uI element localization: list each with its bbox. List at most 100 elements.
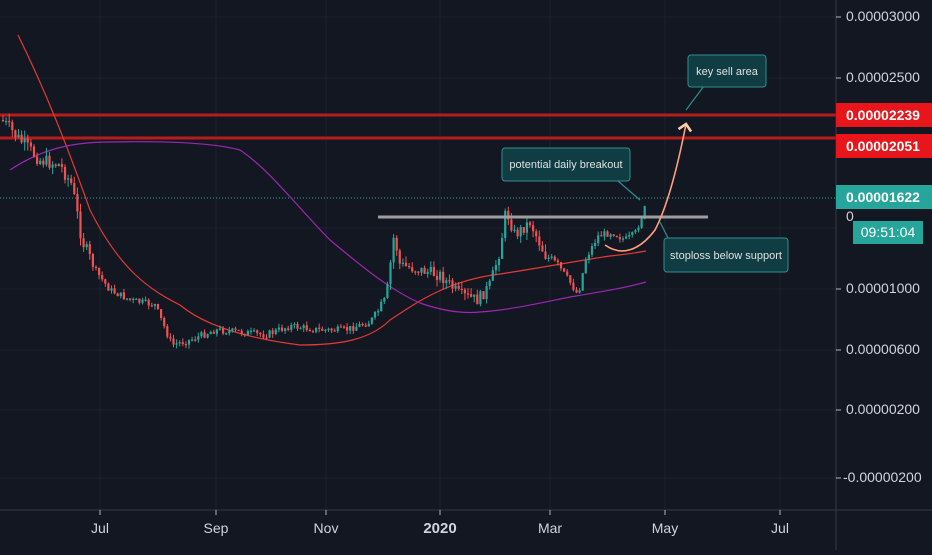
candle-186 [578, 290, 581, 293]
candle-48 [150, 305, 153, 307]
candle-68 [212, 331, 215, 334]
candle-26 [82, 238, 85, 248]
candle-84 [262, 334, 265, 338]
candle-75 [234, 328, 237, 330]
candle-19 [60, 164, 63, 167]
price-label-resistance-2 [836, 134, 932, 158]
candle-17 [54, 164, 57, 167]
candle-190 [590, 245, 594, 255]
price-label-resistance-1 [836, 103, 932, 127]
candle-104 [324, 329, 327, 331]
candle-132 [411, 267, 414, 272]
candle-134 [417, 271, 420, 273]
candle-205 [637, 227, 640, 231]
candle-169 [525, 222, 528, 233]
candle-69 [215, 329, 218, 334]
y-tick-label: 0.00001000 [846, 280, 920, 296]
candle-70 [218, 328, 222, 330]
candle-14 [45, 155, 48, 165]
candle-106 [330, 328, 333, 331]
candle-158 [491, 270, 494, 281]
candle-125 [389, 262, 392, 284]
candle-121 [377, 311, 380, 313]
candle-160 [497, 258, 501, 266]
price-label-text: 0.00001622 [846, 189, 920, 205]
countdown-text: 09:51:04 [861, 224, 916, 240]
annotation-stoploss[interactable]: stoploss below support [659, 221, 789, 273]
time-axis[interactable]: Jul Sep Nov 2020 Mar May Jul [0, 509, 932, 537]
candle-74 [231, 328, 234, 331]
candle-148 [460, 288, 463, 290]
candle-147 [457, 285, 460, 289]
annotation-potential-breakout[interactable]: potential daily breakout [501, 147, 641, 201]
candle-85 [265, 337, 268, 339]
annotation-text: stoploss below support [670, 250, 782, 262]
candle-11 [36, 156, 39, 164]
annotation-key-sell-area[interactable]: key sell area [685, 54, 767, 111]
annotation-text: key sell area [696, 66, 759, 78]
candle-29 [91, 254, 94, 267]
candle-72 [225, 333, 228, 335]
candle-54 [169, 336, 172, 339]
candle-109 [339, 326, 342, 328]
candle-151 [470, 294, 473, 297]
candle-15 [48, 155, 51, 168]
candle-201 [625, 236, 628, 239]
candle-172 [535, 231, 538, 237]
candle-126 [392, 237, 395, 263]
candle-20 [63, 166, 67, 180]
candle-108 [336, 326, 339, 332]
candle-60 [187, 339, 191, 345]
candle-124 [386, 283, 389, 299]
candle-5 [17, 134, 20, 138]
candle-44 [138, 298, 141, 303]
candle-47 [147, 299, 150, 306]
candle-82 [256, 330, 259, 333]
candle-185 [575, 289, 578, 293]
candle-116 [361, 324, 364, 326]
candle-53 [166, 326, 169, 337]
candle-52 [163, 317, 166, 327]
candle-32 [101, 275, 104, 280]
candle-13 [42, 160, 45, 165]
x-tick-label: Jul [91, 520, 109, 536]
candle-191 [594, 243, 597, 246]
candle-157 [488, 280, 491, 286]
candle-188 [584, 259, 587, 274]
candle-22 [70, 178, 73, 183]
candle-38 [119, 292, 122, 297]
y-tick-label-partial: 0 [846, 208, 854, 224]
candle-170 [528, 222, 532, 226]
price-label-last [836, 185, 932, 209]
candle-166 [516, 229, 519, 237]
price-axis[interactable]: 0.00003000 0.00002500 0.00001000 0.00000… [835, 0, 932, 550]
candle-55 [172, 338, 175, 345]
y-tick-label: 0.00003000 [846, 8, 920, 24]
candle-81 [253, 330, 256, 332]
candle-42 [132, 298, 135, 300]
candle-146 [454, 285, 457, 289]
candle-203 [631, 232, 634, 235]
candle-138 [429, 266, 432, 272]
candle-97 [302, 325, 305, 329]
candle-181 [563, 268, 566, 272]
candle-113 [352, 326, 355, 331]
candle-141 [439, 271, 442, 280]
candle-27 [85, 244, 88, 248]
candle-161 [501, 237, 504, 259]
candle-4 [14, 130, 17, 138]
candle-18 [57, 164, 60, 167]
candle-94 [293, 323, 296, 326]
candle-145 [451, 280, 454, 289]
candle-159 [494, 265, 497, 271]
candle-127 [395, 237, 398, 251]
candle-36 [113, 288, 116, 294]
candle-195 [606, 231, 609, 237]
candle-89 [277, 327, 280, 330]
candle-123 [383, 298, 386, 302]
candle-96 [299, 328, 302, 330]
price-label-text: 0.00002051 [846, 138, 920, 154]
candle-153 [476, 294, 479, 305]
candle-200 [621, 238, 625, 240]
